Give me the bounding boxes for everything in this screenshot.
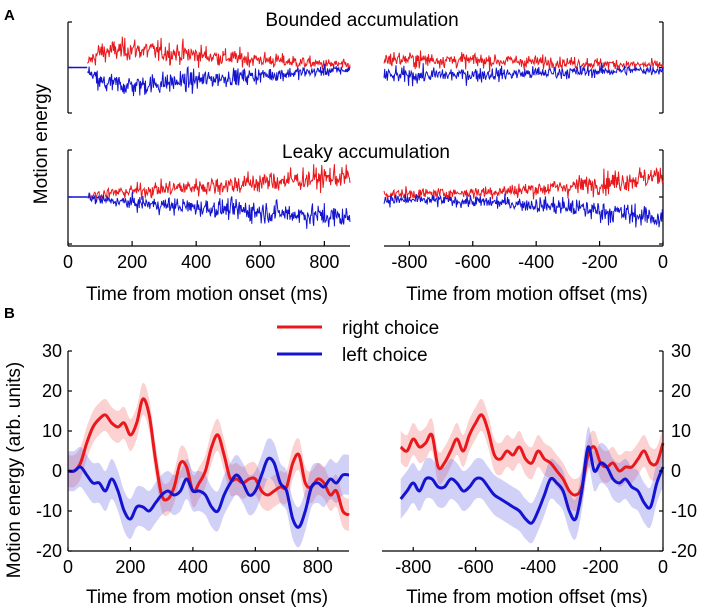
series-line-right-choice bbox=[87, 164, 351, 200]
series-line-right-choice bbox=[67, 397, 350, 517]
error-band-left-choice bbox=[400, 426, 663, 544]
x-tick-label: 400 bbox=[181, 252, 211, 272]
y-tick-label: 0 bbox=[52, 461, 62, 481]
x-tick-label: -400 bbox=[520, 557, 556, 577]
x-tick-label: 200 bbox=[115, 557, 145, 577]
y-tick-label: 10 bbox=[42, 421, 62, 441]
series-line-left-choice bbox=[87, 191, 351, 229]
xlabel-bottom-left: Time from motion onset (ms) bbox=[86, 587, 328, 608]
series-line-left-choice bbox=[67, 456, 350, 529]
chart-data-offset: -20 -10 0 10 20 30 -800 -600 -400 -200 0 bbox=[382, 341, 697, 577]
y-tick-label: 0 bbox=[671, 461, 681, 481]
title-leaky: Leaky accumulation bbox=[282, 142, 450, 163]
legend-label-left: left choice bbox=[342, 345, 428, 366]
panel-label-a: A bbox=[4, 7, 15, 24]
series-line-left-choice bbox=[383, 193, 664, 228]
x-tick-label: 0 bbox=[658, 557, 668, 577]
xlabel-top-right: Time from motion offset (ms) bbox=[406, 284, 648, 305]
y-tick-label: -10 bbox=[36, 501, 62, 521]
chart-bounded-onset bbox=[67, 21, 351, 114]
y-tick-label: -20 bbox=[36, 541, 62, 561]
series-line-left-choice bbox=[383, 62, 664, 87]
error-band-left-choice bbox=[68, 438, 349, 548]
x-tick-label: 600 bbox=[245, 252, 275, 272]
error-band-right-choice bbox=[400, 398, 663, 512]
x-tick-label: 400 bbox=[178, 557, 208, 577]
y-tick-label: 20 bbox=[42, 381, 62, 401]
x-tick-label: 0 bbox=[63, 557, 73, 577]
ylabel-bottom: Motion energy (arb. units) bbox=[4, 362, 25, 579]
series-line-right-choice bbox=[383, 167, 664, 202]
series-line-left-choice bbox=[399, 445, 665, 525]
y-tick-label: -20 bbox=[671, 541, 697, 561]
y-tick-label: 30 bbox=[671, 341, 691, 361]
chart-bounded-offset bbox=[383, 21, 664, 114]
chart-leaky-offset: -800 -600 -400 -200 0 bbox=[383, 149, 668, 272]
x-tick-label: -800 bbox=[395, 557, 431, 577]
x-tick-label: 800 bbox=[309, 252, 339, 272]
x-tick-label: 0 bbox=[63, 252, 73, 272]
y-tick-label: 30 bbox=[42, 341, 62, 361]
series-line-left-choice bbox=[86, 63, 351, 97]
y-tick-label: -10 bbox=[671, 501, 697, 521]
chart-leaky-onset: 0 200 400 600 800 bbox=[63, 149, 351, 272]
legend-label-right: right choice bbox=[342, 318, 439, 339]
x-tick-label: -600 bbox=[458, 557, 494, 577]
x-tick-label: 600 bbox=[240, 557, 270, 577]
ylabel-top: Motion energy bbox=[31, 83, 52, 204]
x-tick-label: 800 bbox=[303, 557, 333, 577]
legend: right choice left choice bbox=[277, 318, 439, 366]
x-tick-label: -200 bbox=[583, 557, 619, 577]
y-tick-label: 10 bbox=[671, 421, 691, 441]
x-tick-label: 200 bbox=[117, 252, 147, 272]
x-tick-label: -800 bbox=[391, 252, 427, 272]
x-tick-label: -200 bbox=[582, 252, 618, 272]
y-tick-label: 20 bbox=[671, 381, 691, 401]
chart-data-onset: -20 -10 0 10 20 30 0 200 400 600 800 bbox=[36, 341, 350, 577]
series-line-right-choice bbox=[399, 413, 665, 497]
title-bounded: Bounded accumulation bbox=[265, 10, 458, 31]
series-line-right-choice bbox=[383, 50, 664, 73]
xlabel-bottom-right: Time from motion offset (ms) bbox=[406, 587, 648, 608]
xlabel-top-left: Time from motion onset (ms) bbox=[86, 284, 328, 305]
x-tick-label: -600 bbox=[455, 252, 491, 272]
x-tick-label: 0 bbox=[658, 252, 668, 272]
panel-label-b: B bbox=[4, 305, 15, 322]
series-line-right-choice bbox=[86, 36, 351, 71]
x-tick-label: -400 bbox=[518, 252, 554, 272]
